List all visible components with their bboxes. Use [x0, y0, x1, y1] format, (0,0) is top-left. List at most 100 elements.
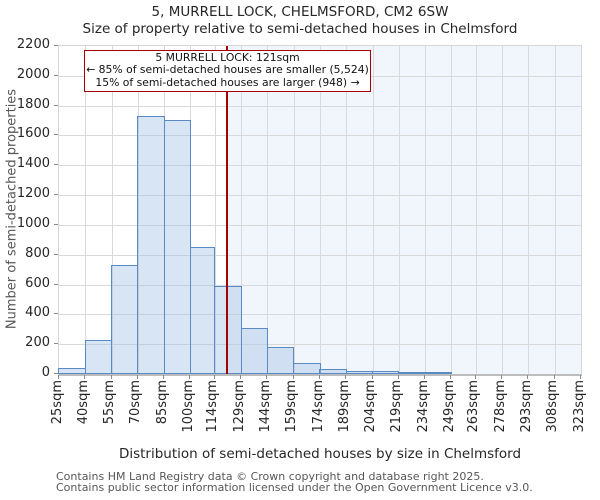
x-tick-mark: [580, 375, 581, 379]
x-tick-label: 204sqm: [363, 380, 379, 433]
histogram-bar: [293, 362, 321, 374]
y-tick-mark: [54, 283, 58, 285]
annotation-box: 5 MURRELL LOCK: 121sqm ← 85% of semi-det…: [84, 50, 371, 93]
x-tick-mark: [397, 375, 399, 379]
y-tick-label: 800: [25, 245, 50, 261]
y-tick-label: 1400: [16, 156, 50, 172]
page-subtitle: Size of property relative to semi-detach…: [82, 21, 518, 37]
x-tick-mark: [345, 375, 347, 379]
marker-line: [226, 46, 228, 374]
x-tick-mark: [424, 375, 426, 379]
histogram-bar: [110, 265, 139, 374]
x-tick-mark: [474, 375, 476, 379]
histogram-bar: [371, 371, 400, 374]
y-tick-label: 2200: [16, 37, 50, 52]
x-gridline: [267, 46, 269, 374]
histogram-bar: [163, 119, 191, 374]
annotation-smaller-text: ← 85% of semi-detached houses are smalle…: [86, 63, 369, 77]
page-title: 5, MURRELL LOCK, CHELMSFORD, CM2 6SW: [151, 4, 449, 20]
x-tick-mark: [292, 375, 294, 379]
x-tick-label: 249sqm: [441, 380, 457, 433]
x-tick-label: 308sqm: [545, 380, 561, 433]
x-tick-label: 263sqm: [466, 380, 482, 433]
histogram-bar: [398, 371, 426, 374]
y-tick-label: 1600: [16, 126, 50, 142]
histogram-bar: [189, 247, 216, 374]
x-gridline: [475, 46, 477, 374]
x-gridline: [293, 46, 295, 374]
x-tick-mark: [371, 375, 373, 379]
histogram-bar: [84, 340, 113, 374]
histogram-bar: [137, 116, 165, 374]
y-tick-label: 2000: [16, 66, 50, 82]
x-tick-mark: [189, 375, 191, 379]
y-tick-mark: [54, 164, 58, 166]
histogram-bar: [424, 371, 452, 374]
y-tick-mark: [54, 253, 58, 255]
x-gridline: [554, 46, 556, 374]
x-tick-mark: [527, 375, 529, 379]
y-tick-label: 1000: [16, 215, 50, 231]
x-tick-label: 323sqm: [571, 380, 587, 433]
histogram-bar: [214, 286, 242, 374]
x-tick-label: 144sqm: [257, 380, 273, 433]
y-tick-mark: [54, 74, 58, 76]
x-gridline: [451, 46, 453, 374]
x-gridline: [528, 46, 530, 374]
y-tick-mark: [54, 313, 58, 315]
x-tick-label: 189sqm: [336, 380, 352, 433]
histogram-bar: [58, 368, 86, 374]
x-tick-label: 159sqm: [284, 380, 300, 433]
x-tick-label: 55sqm: [102, 380, 118, 425]
x-tick-mark: [163, 375, 165, 379]
x-gridline: [320, 46, 321, 374]
y-tick-mark: [54, 104, 58, 106]
highlight-region-larger: [227, 46, 581, 374]
x-tick-label: 293sqm: [518, 380, 534, 433]
x-tick-mark: [213, 375, 215, 379]
y-axis-title: Number of semi-detached properties: [4, 88, 20, 330]
y-tick-label: 400: [25, 305, 50, 321]
x-tick-label: 85sqm: [154, 380, 170, 425]
histogram-bar: [266, 347, 295, 374]
plot-area: 5 MURRELL LOCK: 121sqm ← 85% of semi-det…: [58, 45, 582, 376]
x-tick-label: 174sqm: [310, 380, 326, 433]
x-tick-mark: [110, 375, 112, 379]
y-tick-label: 1800: [16, 96, 50, 112]
y-tick-label: 600: [25, 275, 50, 291]
x-tick-mark: [553, 375, 555, 379]
histogram-bar: [240, 327, 269, 374]
x-tick-label: 114sqm: [205, 380, 221, 433]
x-tick-mark: [266, 375, 268, 379]
histogram-bar: [345, 371, 374, 374]
x-tick-label: 278sqm: [492, 380, 508, 433]
x-gridline: [372, 46, 374, 374]
annotation-title: 5 MURRELL LOCK: 121sqm: [155, 51, 300, 64]
x-gridline: [85, 46, 87, 374]
x-tick-mark: [136, 375, 138, 379]
x-gridline: [346, 46, 348, 374]
x-tick-mark: [240, 375, 242, 379]
x-axis-title: Distribution of semi-detached houses by …: [118, 446, 522, 462]
x-tick-label: 40sqm: [75, 380, 91, 425]
x-tick-mark: [58, 375, 59, 379]
x-tick-mark: [501, 375, 503, 379]
x-tick-label: 70sqm: [128, 380, 144, 425]
x-gridline: [214, 46, 216, 374]
x-gridline: [398, 46, 400, 374]
y-tick-mark: [54, 343, 58, 345]
y-tick-mark: [54, 223, 58, 225]
x-tick-label: 219sqm: [389, 380, 405, 433]
x-tick-label: 25sqm: [49, 380, 65, 425]
y-tick-mark: [54, 45, 58, 46]
x-tick-label: 129sqm: [231, 380, 247, 433]
y-tick-mark: [54, 194, 58, 196]
x-gridline: [241, 46, 243, 374]
x-gridline: [502, 46, 504, 374]
y-tick-label: 200: [25, 335, 50, 351]
y-tick-label: 0: [41, 365, 50, 380]
x-gridline: [425, 46, 427, 374]
x-tick-mark: [450, 375, 452, 379]
y-tick-mark: [54, 373, 58, 374]
